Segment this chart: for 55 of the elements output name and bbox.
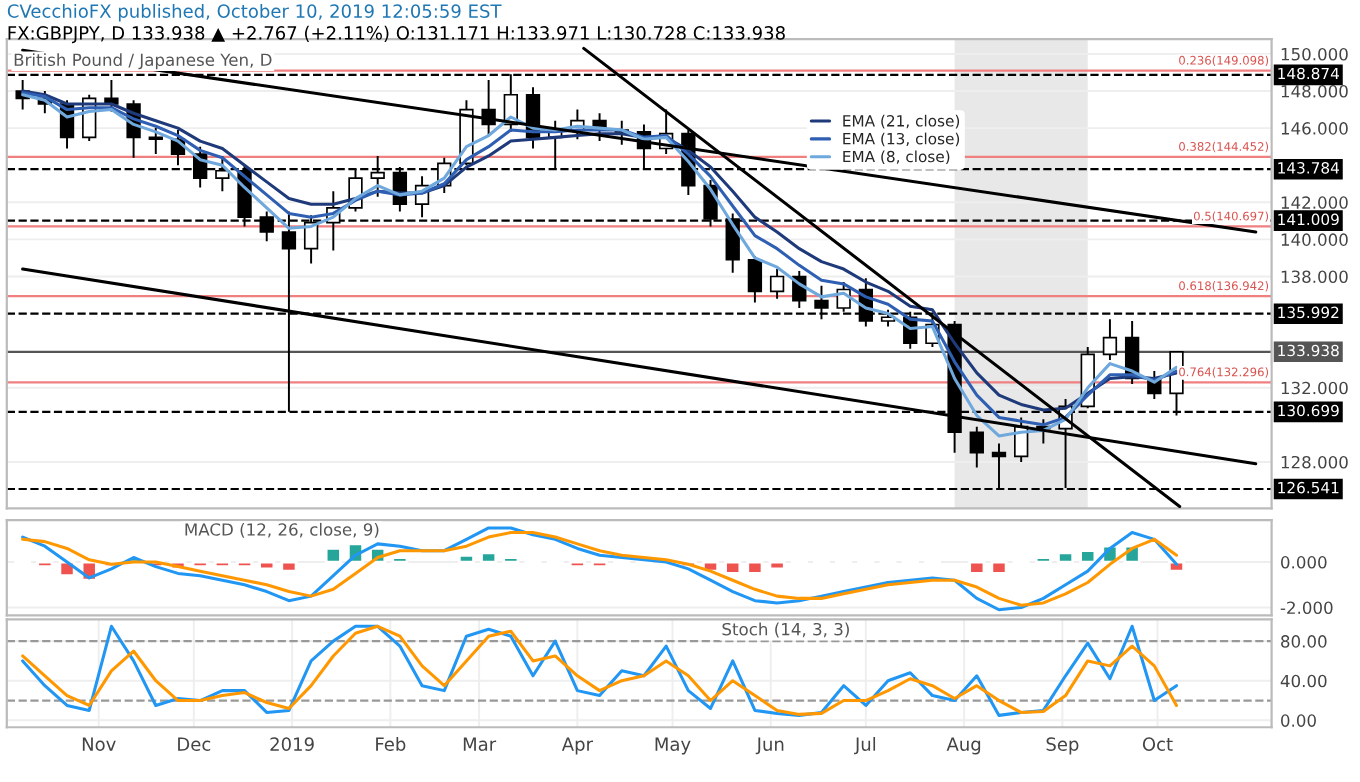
- y-tick-label: 0.000: [1281, 556, 1327, 569]
- annotation: FX:GBPJPY, D 133.938 ▲ +2.767 (+2.11%) O:131.171 H:133.971 L:130.728 C:133.938: [8, 25, 785, 44]
- bar: [591, 560, 609, 568]
- chart-title: Stoch (14, 3, 3): [722, 622, 849, 638]
- x-tick-label: Mar: [463, 737, 497, 751]
- y-tick-label: -2.000: [1280, 601, 1333, 615]
- bar: [213, 560, 231, 568]
- bar: [457, 553, 475, 564]
- x-tick-label: 2019: [270, 737, 314, 751]
- text: CVecchioFX published, October 10, 2019 12:05:59 EST: [7, 3, 502, 22]
- bar: [480, 551, 498, 564]
- bar: [724, 560, 742, 575]
- bar: [1079, 549, 1097, 564]
- y-tick-label: 80.00: [1281, 635, 1327, 648]
- bar: [36, 560, 54, 568]
- y-tick-label: 142.000: [1281, 196, 1348, 209]
- x-tick-label: Apr: [561, 737, 593, 755]
- chart-title: MACD (12, 26, close, 9): [185, 522, 379, 538]
- x-tick-label: Dec: [178, 737, 211, 751]
- y-tick-label: 132.000: [1281, 381, 1348, 395]
- y-tick-label: 128.000: [1281, 455, 1348, 469]
- x-tick-label: Aug: [946, 737, 981, 755]
- bar: [968, 560, 986, 575]
- bar: [258, 560, 276, 571]
- x-tick-label: May: [655, 737, 691, 755]
- bar: [280, 560, 298, 573]
- x-tick-label: Feb: [376, 736, 406, 751]
- bar: [236, 560, 254, 568]
- bar: [1167, 560, 1186, 573]
- bar: [746, 560, 764, 575]
- x-tick-label: Nov: [82, 737, 116, 751]
- y-tick-label: 140.000: [1281, 233, 1348, 246]
- y-tick-label: 148.000: [1281, 84, 1348, 98]
- bar: [1034, 556, 1052, 564]
- bar: [191, 560, 209, 568]
- bar: [391, 556, 409, 564]
- y-tick-label: 146.000: [1281, 122, 1348, 135]
- x-tick-label: Sep: [1046, 737, 1079, 755]
- y-tick-label: 0.00: [1281, 714, 1316, 727]
- y-tick-label: 150.000: [1281, 47, 1348, 61]
- y-tick-label: 40.00: [1280, 674, 1327, 688]
- candlestick: [769, 268, 785, 300]
- bar: [768, 560, 786, 571]
- bar: [324, 547, 342, 564]
- x-tick-label: Jun: [755, 737, 784, 755]
- x-tick-label: Jul: [854, 736, 876, 755]
- bar: [502, 556, 520, 564]
- y-tick-label: 138.000: [1281, 270, 1348, 284]
- text: British Pound / Japanese Yen, D: [14, 53, 272, 70]
- candlestick: [1102, 318, 1118, 361]
- bar: [1057, 551, 1075, 564]
- bar: [990, 560, 1008, 575]
- bar: [568, 560, 586, 568]
- candlestick: [969, 425, 984, 469]
- x-tick-label: Oct: [1142, 737, 1173, 751]
